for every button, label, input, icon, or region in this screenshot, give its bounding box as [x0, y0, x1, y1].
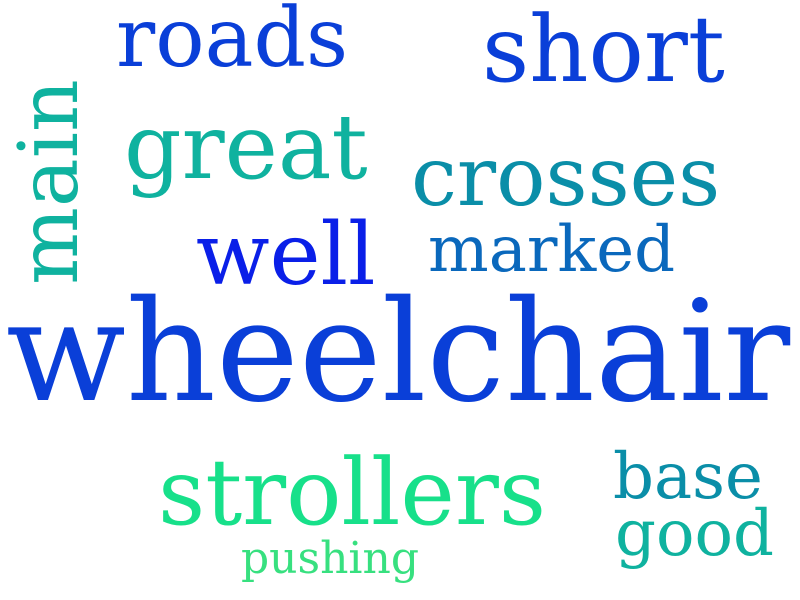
word-crosses: crosses	[411, 130, 721, 225]
word-base: base	[613, 440, 763, 514]
word-pushing: pushing	[241, 533, 419, 584]
word-roads: roads	[116, 0, 349, 86]
word-great: great	[124, 95, 368, 200]
word-well: well	[196, 205, 376, 305]
word-marked: marked	[428, 213, 676, 287]
word-short: short	[482, 0, 725, 103]
word-main: main	[2, 79, 97, 285]
word-wheelchair: wheelchair	[6, 271, 791, 434]
word-strollers: strollers	[158, 439, 547, 546]
word-good: good	[615, 497, 774, 571]
